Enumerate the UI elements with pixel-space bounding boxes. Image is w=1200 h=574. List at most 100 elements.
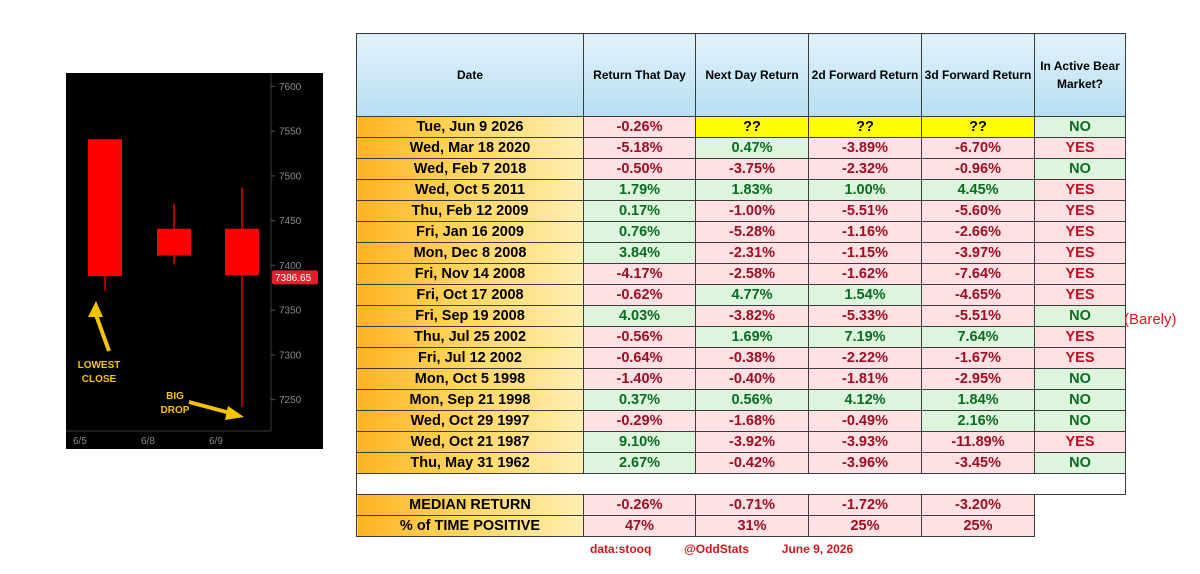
value-cell: ?? <box>921 116 1035 138</box>
table-row: Mon, Sep 21 1998 0.37% 0.56% 4.12% 1.84% NO <box>356 389 1126 411</box>
table-row: Fri, Jul 12 2002 -0.64% -0.38% -2.22% -1.67%… <box>356 347 1126 369</box>
value-cell: NO <box>1034 452 1126 474</box>
column-header: 3d Forward Return <box>921 33 1035 117</box>
value-cell: -5.60% <box>921 200 1035 222</box>
table-row: Fri, Jan 16 2009 0.76% -5.28% -1.16% -2.66% Y… <box>356 221 1126 243</box>
value-cell: -0.38% <box>695 347 809 369</box>
y-tick-label: 7600 <box>279 82 302 93</box>
table-row: Mon, Dec 8 2008 3.84% -2.31% -1.15% -3.97% YE… <box>356 242 1126 264</box>
value-cell: -0.40% <box>695 368 809 390</box>
value-cell: -5.28% <box>695 221 809 243</box>
value-cell: 0.56% <box>695 389 809 411</box>
candle-body <box>225 228 259 276</box>
date-cell: Fri, Jul 12 2002 <box>356 347 584 369</box>
value-cell: -1.81% <box>808 368 922 390</box>
value-cell: -5.51% <box>808 200 922 222</box>
last-price-badge <box>272 270 318 285</box>
value-cell: -0.62% <box>583 284 696 306</box>
y-tick-label: 7250 <box>279 395 302 406</box>
summary-row: MEDIAN RETURN -0.26% -0.71% -1.72% -3.20% <box>356 494 1126 516</box>
value-cell: -1.68% <box>695 410 809 432</box>
column-header: Date <box>356 33 584 117</box>
date-cell: Mon, Sep 21 1998 <box>356 389 584 411</box>
value-cell: ?? <box>695 116 809 138</box>
value-cell: -2.31% <box>695 242 809 264</box>
value-cell: 0.17% <box>583 200 696 222</box>
x-tick-label: 6/5 <box>73 436 87 447</box>
summary-label: MEDIAN RETURN <box>356 494 584 516</box>
value-cell: 1.84% <box>921 389 1035 411</box>
summary-value: 47% <box>583 515 696 537</box>
summary-value: -3.20% <box>921 494 1035 516</box>
value-cell: -3.96% <box>808 452 922 474</box>
date-cell: Thu, Feb 12 2009 <box>356 200 584 222</box>
table-row: Mon, Oct 5 1998 -1.40% -0.40% -1.81% -2.95% N… <box>356 368 1126 390</box>
column-header: In Active Bear Market? <box>1034 33 1126 117</box>
value-cell: YES <box>1034 137 1126 159</box>
value-cell: -1.16% <box>808 221 922 243</box>
summary-row: % of TIME POSITIVE 47% 31% 25% 25% <box>356 515 1126 537</box>
date-cell: Wed, Feb 7 2018 <box>356 158 584 180</box>
value-cell: -5.18% <box>583 137 696 159</box>
value-cell: -0.50% <box>583 158 696 180</box>
value-cell: 2.67% <box>583 452 696 474</box>
lowest-close-annotation: CLOSE <box>82 374 117 385</box>
value-cell: YES <box>1034 431 1126 453</box>
value-cell: -3.89% <box>808 137 922 159</box>
value-cell: -1.67% <box>921 347 1035 369</box>
value-cell: 1.00% <box>808 179 922 201</box>
value-cell: 1.54% <box>808 284 922 306</box>
date-cell: Wed, Mar 18 2020 <box>356 137 584 159</box>
value-cell: YES <box>1034 179 1126 201</box>
value-cell: 9.10% <box>583 431 696 453</box>
date-cell: Tue, Jun 9 2026 <box>356 116 584 138</box>
value-cell: NO <box>1034 410 1126 432</box>
summary-value: 25% <box>808 515 922 537</box>
value-cell: -7.64% <box>921 263 1035 285</box>
value-cell: -0.42% <box>695 452 809 474</box>
y-tick-label: 7450 <box>279 216 302 227</box>
footer-handle: @OddStats <box>684 542 750 556</box>
value-cell: -0.49% <box>808 410 922 432</box>
y-tick-label: 7500 <box>279 171 302 182</box>
date-cell: Wed, Oct 29 1997 <box>356 410 584 432</box>
x-tick-label: 6/8 <box>141 436 155 447</box>
date-cell: Fri, Sep 19 2008 <box>356 305 584 327</box>
value-cell: NO <box>1034 116 1126 138</box>
summary-label: % of TIME POSITIVE <box>356 515 584 537</box>
candle-body <box>157 228 191 256</box>
value-cell: -0.29% <box>583 410 696 432</box>
footer-source: data:stooq <box>590 542 652 556</box>
column-header: Next Day Return <box>695 33 809 117</box>
value-cell: -1.62% <box>808 263 922 285</box>
value-cell: 4.77% <box>695 284 809 306</box>
date-cell: Thu, May 31 1962 <box>356 452 584 474</box>
value-cell: -0.64% <box>583 347 696 369</box>
value-cell: -0.96% <box>921 158 1035 180</box>
value-cell: -1.40% <box>583 368 696 390</box>
value-cell: -4.65% <box>921 284 1035 306</box>
value-cell: -3.93% <box>808 431 922 453</box>
value-cell: NO <box>1034 368 1126 390</box>
date-cell: Mon, Dec 8 2008 <box>356 242 584 264</box>
value-cell: 0.76% <box>583 221 696 243</box>
value-cell: -11.89% <box>921 431 1035 453</box>
value-cell: 4.12% <box>808 389 922 411</box>
value-cell: NO <box>1034 389 1126 411</box>
summary-blank <box>1034 515 1126 537</box>
value-cell: YES <box>1034 200 1126 222</box>
value-cell: 0.37% <box>583 389 696 411</box>
date-cell: Thu, Jul 25 2002 <box>356 326 584 348</box>
table-row: Wed, Oct 5 2011 1.79% 1.83% 1.00% 4.45% YES <box>356 179 1126 201</box>
value-cell: -3.97% <box>921 242 1035 264</box>
value-cell: YES <box>1034 221 1126 243</box>
value-cell: -5.51% <box>921 305 1035 327</box>
big-drop-annotation: DROP <box>161 405 190 416</box>
table-row: Wed, Oct 21 1987 9.10% -3.92% -3.93% -11.89%… <box>356 431 1126 453</box>
value-cell: -0.56% <box>583 326 696 348</box>
y-tick-label: 7350 <box>279 306 302 317</box>
barely-note: (Barely) <box>1124 311 1177 328</box>
y-tick-label: 7300 <box>279 350 302 361</box>
value-cell: 7.19% <box>808 326 922 348</box>
footer: data:stooq @OddStats June 9, 2026 <box>590 542 853 556</box>
